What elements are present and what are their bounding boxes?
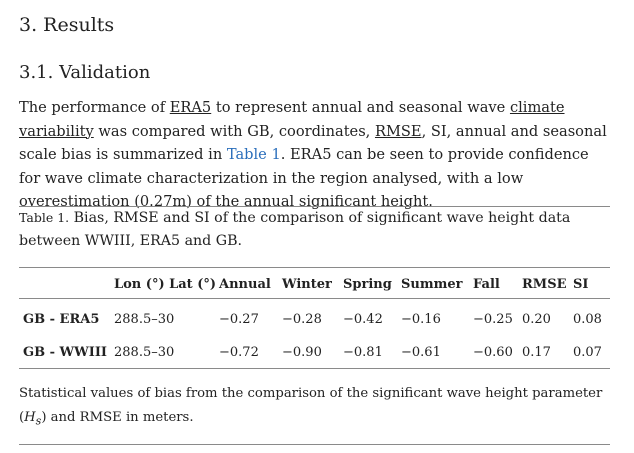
- paragraph-text: to represent annual and seasonal wave: [211, 99, 510, 116]
- validation-paragraph: The performance of ERA5 to represent ann…: [19, 96, 611, 214]
- paragraph-text: was compared with GB, coordinates,: [93, 122, 375, 140]
- table-cell: −0.42: [343, 312, 383, 327]
- table-cell: −0.16: [401, 312, 441, 327]
- subsection-title: 3.1. Validation: [19, 62, 151, 83]
- table-1-link[interactable]: Table 1: [226, 146, 281, 163]
- table-cell: −0.90: [282, 345, 322, 360]
- table-caption-text: Bias, RMSE and SI of the comparison of s…: [19, 210, 571, 249]
- paragraph-text: . ERA5 can be seen to provide confidence…: [19, 146, 589, 210]
- table-row: GB - WWIII 288.5–30 −0.72 −0.90 −0.81 −0…: [19, 336, 610, 369]
- header-cell: Lon (°) Lat (°): [114, 277, 217, 292]
- table-caption-label: Table 1.: [19, 210, 70, 225]
- header-cell: Annual: [219, 277, 271, 292]
- header-cell: SI: [573, 277, 589, 292]
- paragraph-text: , SI, annual and seasonal scale bias is …: [19, 122, 607, 164]
- footnote-text: ) and RMSE in meters.: [41, 410, 194, 425]
- header-cell: Winter: [282, 277, 332, 292]
- table-caption: Table 1. Bias, RMSE and SI of the compar…: [19, 207, 611, 252]
- header-cell: Summer: [401, 277, 463, 292]
- section-title: 3. Results: [19, 14, 115, 36]
- table-footnote: Statistical values of bias from the comp…: [19, 382, 611, 434]
- results-table: Lon (°) Lat (°) Annual Winter Spring Sum…: [19, 271, 610, 369]
- header-cell: Spring: [343, 277, 392, 292]
- footnote-text: Statistical values of bias from the comp…: [19, 386, 603, 425]
- table-cell: 0.07: [573, 345, 602, 360]
- table-cell: 288.5–30: [114, 312, 175, 327]
- table-cell: −0.72: [219, 345, 259, 360]
- rmse-link[interactable]: RMSE: [374, 122, 422, 140]
- table-header-row: Lon (°) Lat (°) Annual Winter Spring Sum…: [19, 271, 610, 299]
- table-cell: −0.60: [473, 345, 513, 360]
- table-row: GB - ERA5 288.5–30 −0.27 −0.28 −0.42 −0.…: [19, 299, 610, 337]
- table-cell: 0.08: [573, 312, 602, 327]
- header-cell: [19, 271, 114, 299]
- climate-variability-link[interactable]: climate variability: [19, 99, 565, 140]
- table-cell: −0.28: [282, 312, 322, 327]
- table-cell: −0.27: [219, 312, 259, 327]
- table-bottom-rule: [19, 368, 610, 369]
- hs-symbol-letter: H: [24, 410, 36, 425]
- table-cell: −0.61: [401, 345, 441, 360]
- era5-link[interactable]: ERA5: [169, 99, 212, 116]
- table-cell: 0.17: [522, 345, 551, 360]
- table-top-rule: [19, 206, 610, 207]
- table-header-rule: [19, 267, 610, 268]
- paragraph-text: The performance of: [19, 99, 170, 116]
- table-cell: −0.25: [473, 312, 513, 327]
- table-cell: 0.20: [522, 312, 551, 327]
- header-cell: Fall: [473, 277, 500, 292]
- table-cell: −0.81: [343, 345, 383, 360]
- hs-symbol-subscript: s: [35, 414, 42, 428]
- hs-symbol: Hs: [24, 410, 42, 428]
- header-cell: RMSE: [522, 277, 567, 292]
- row-label: GB - ERA5: [23, 312, 100, 327]
- footnote-bottom-rule: [19, 444, 610, 445]
- table-cell: 288.5–30: [114, 345, 175, 360]
- row-label: GB - WWIII: [23, 345, 107, 360]
